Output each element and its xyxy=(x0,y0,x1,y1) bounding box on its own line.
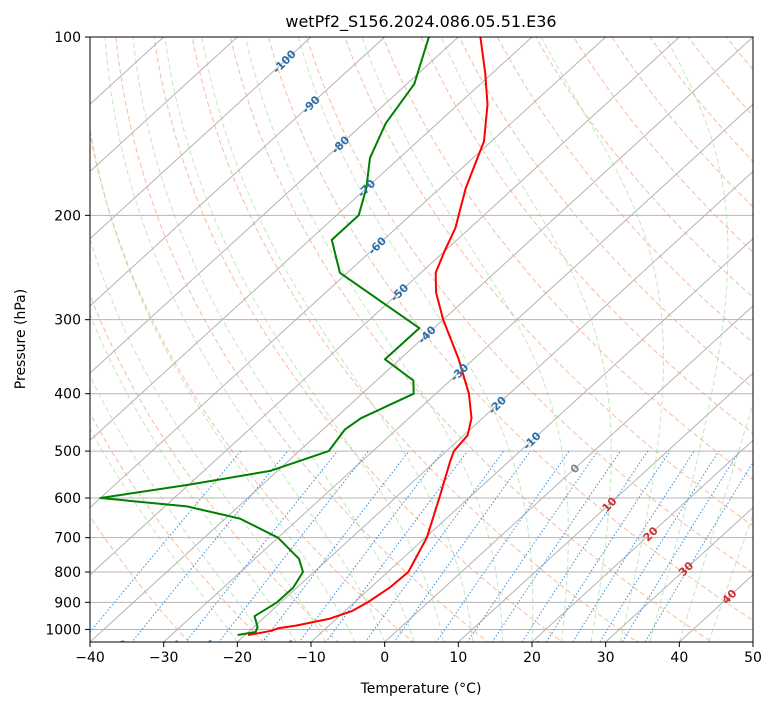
x-tick-label: 20 xyxy=(523,650,541,666)
moist-adiabat-line xyxy=(18,37,267,642)
moist-adiabat-line xyxy=(298,37,533,642)
y-tick-label: 600 xyxy=(54,491,81,507)
x-tick-label: −20 xyxy=(223,650,253,666)
x-tick-label: −40 xyxy=(75,650,105,666)
y-axis-ticks: 1000 900 800 700 600 500 400 300 200 100 xyxy=(45,30,90,638)
isotherm-line xyxy=(0,37,458,642)
dry-adiabat-line xyxy=(154,37,579,654)
mixing-ratio-line xyxy=(357,451,504,654)
y-tick-label: 700 xyxy=(54,531,81,547)
y-tick-label: 900 xyxy=(54,595,81,611)
x-axis-label: Temperature (°C) xyxy=(360,681,482,697)
mixing-ratio-label: 6 xyxy=(419,641,431,654)
dry-adiabat-line xyxy=(650,37,775,654)
dry-adiabat-line xyxy=(0,37,200,654)
y-axis-label: Pressure (hPa) xyxy=(13,289,29,389)
mixing-ratio-line xyxy=(72,451,241,654)
isotherm-line xyxy=(753,37,775,642)
isotherms xyxy=(0,37,775,642)
dry-adiabat-line xyxy=(1,37,276,654)
x-axis-ticks: −40 −30 −20 −10 0 10 20 30 40 50 xyxy=(75,642,762,666)
dry-adiabat-line xyxy=(40,37,352,654)
chart-title: wetPf2_S156.2024.086.05.51.E36 xyxy=(285,12,556,32)
y-tick-label: 1000 xyxy=(45,622,81,638)
dry-adiabat-line xyxy=(230,37,730,654)
moist-adiabat-line xyxy=(0,37,237,642)
y-tick-label: 800 xyxy=(54,565,81,581)
dry-adiabat-line xyxy=(688,37,775,654)
chart-title-group: wetPf2_S156.2024.086.05.51.E36 xyxy=(285,12,556,32)
dry-adiabat-line xyxy=(765,37,775,654)
moist-adiabat-line xyxy=(105,37,385,642)
dry-adiabat-line xyxy=(574,37,775,654)
x-tick-label: 40 xyxy=(670,650,688,666)
mixing-ratio-label: 0.2 xyxy=(109,639,130,657)
dry-adiabat-line xyxy=(345,37,775,654)
x-tick-label: −10 xyxy=(296,650,326,666)
y-tick-label: 100 xyxy=(54,30,81,46)
moist-adiabat-line xyxy=(709,37,775,642)
dry-adiabat-line xyxy=(269,37,775,654)
plot-area: -100-90-80-70-60-50-40-30-20-10010203040… xyxy=(0,37,775,657)
moist-adiabat-line xyxy=(165,37,444,642)
x-tick-label: −30 xyxy=(149,650,179,666)
x-tick-label: 30 xyxy=(597,650,615,666)
mixing-ratio-line xyxy=(210,451,369,654)
y-tick-label: 500 xyxy=(54,444,81,460)
dry-adiabat-line xyxy=(383,37,775,654)
mixing-ratio-line xyxy=(290,451,442,654)
dry-adiabat-line xyxy=(726,37,775,654)
isotherm-line xyxy=(0,37,385,642)
isotherm-line xyxy=(0,37,606,642)
x-tick-label: 50 xyxy=(744,650,762,666)
mixing-ratio-line xyxy=(460,451,598,654)
isotherm-line xyxy=(164,37,775,642)
moist-adiabat-line xyxy=(362,37,568,642)
moist-adiabat-line xyxy=(541,37,663,642)
moist-adiabat-line xyxy=(441,37,611,642)
dry-adiabats xyxy=(0,37,775,654)
mixing-ratio-line xyxy=(428,451,569,654)
isotherm-line xyxy=(0,37,311,642)
mixing-ratio-label: 3 xyxy=(348,641,360,654)
mixing-ratio-line xyxy=(515,451,648,654)
mixing-ratio-label: 1.5 xyxy=(277,639,298,657)
isotherm-line xyxy=(0,37,237,642)
dewpoint-profile-line xyxy=(101,37,429,635)
dry-adiabat-line xyxy=(536,37,775,654)
dry-adiabat-line xyxy=(459,37,775,654)
x-tick-label: 10 xyxy=(449,650,467,666)
mixing-ratio-label: 0.6 xyxy=(196,639,217,657)
x-tick-label: 0 xyxy=(380,650,389,666)
isotherm-line xyxy=(16,37,679,642)
y-tick-label: 200 xyxy=(54,208,81,224)
y-tick-label: 300 xyxy=(54,313,81,329)
moist-adiabat-line xyxy=(80,37,355,642)
y-tick-label: 400 xyxy=(54,387,81,403)
